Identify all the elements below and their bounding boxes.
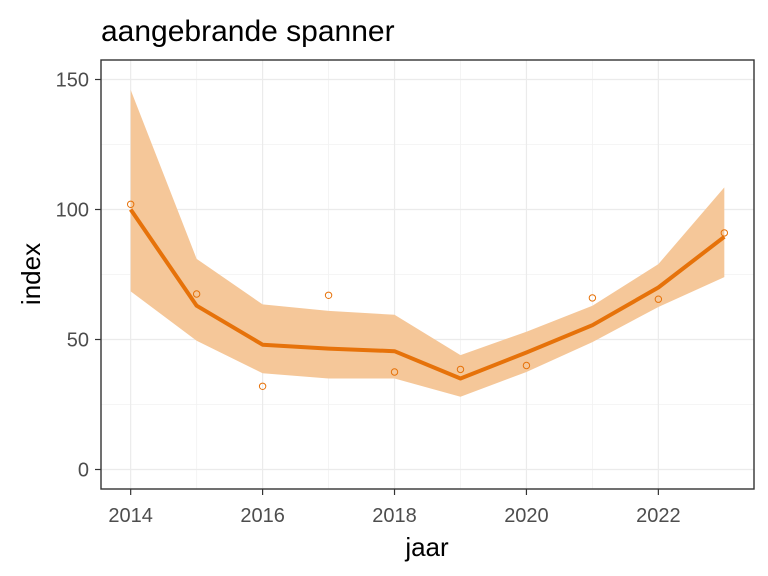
y-tick-label: 0 bbox=[78, 460, 89, 482]
x-tick-label: 2016 bbox=[240, 505, 285, 527]
x-tick-label: 2020 bbox=[504, 505, 549, 527]
confidence-band-layer bbox=[130, 89, 725, 397]
data-point bbox=[588, 294, 597, 302]
data-point bbox=[126, 200, 135, 209]
x-axis-ticks: 2014 2016 2018 2020 2022 bbox=[108, 489, 681, 527]
y-tick-label: 150 bbox=[56, 70, 89, 92]
data-point bbox=[654, 295, 663, 303]
y-axis-ticks: 0 50 100 150 bbox=[56, 70, 101, 482]
data-point bbox=[324, 291, 333, 299]
confidence-band bbox=[130, 89, 725, 397]
data-point bbox=[522, 361, 531, 370]
x-tick-label: 2018 bbox=[372, 505, 417, 527]
chart-title: aangebrande spanner bbox=[101, 15, 395, 48]
data-point bbox=[390, 368, 399, 376]
y-axis-title: index bbox=[16, 243, 46, 305]
y-tick-label: 100 bbox=[56, 200, 89, 222]
x-tick-label: 2022 bbox=[636, 505, 681, 527]
plot-border bbox=[100, 59, 755, 490]
x-axis-title: jaar bbox=[404, 532, 449, 562]
data-point bbox=[456, 365, 465, 374]
data-point bbox=[192, 290, 201, 298]
trend-line bbox=[129, 208, 726, 381]
observed-points-layer bbox=[126, 200, 729, 390]
y-tick-label: 50 bbox=[67, 330, 89, 352]
trend-line-layer bbox=[129, 208, 726, 381]
x-tick-label: 2014 bbox=[108, 505, 153, 527]
data-point bbox=[720, 229, 729, 237]
data-point bbox=[258, 382, 267, 390]
